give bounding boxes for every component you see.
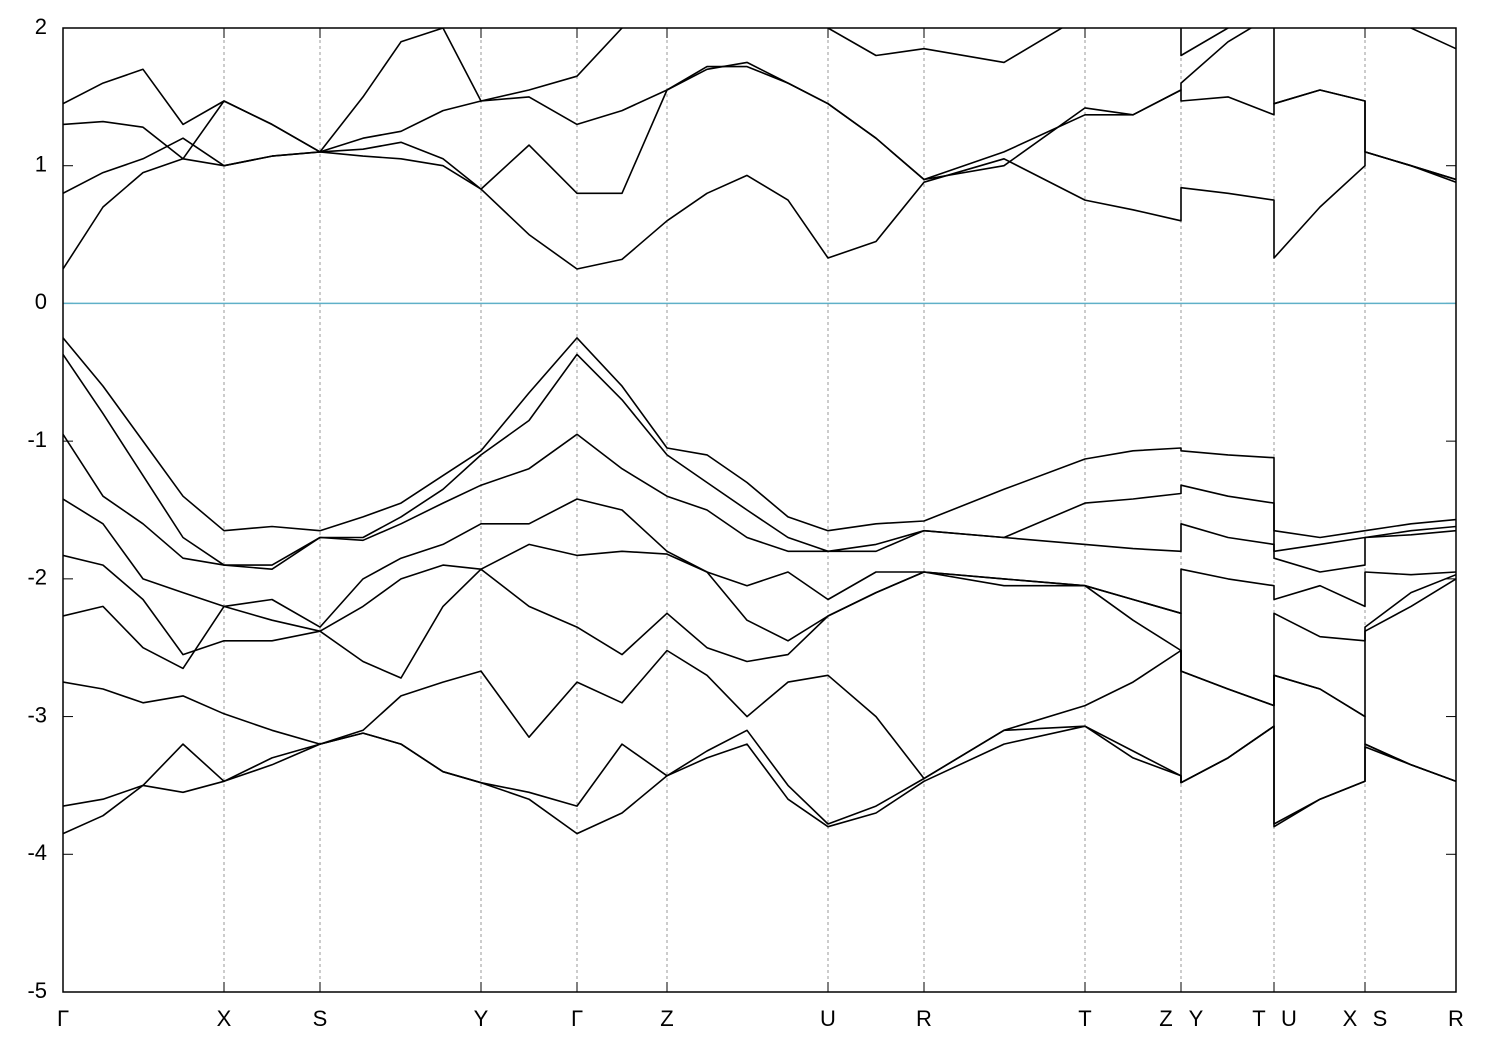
x-tick-label: X [217,1006,232,1031]
band-line [63,151,1456,270]
band-line [63,337,1456,539]
band-line [63,28,1456,153]
x-tick-label: S [313,1006,328,1031]
x-tick-label: U [820,1006,836,1031]
bands [63,28,1456,835]
y-tick-label: -4 [27,840,47,865]
x-tick-label: Y [1189,1006,1204,1031]
x-tick-label: T [1078,1006,1091,1031]
x-tick-label: X [1343,1006,1358,1031]
band-line [63,543,1456,707]
y-tick-label: 0 [35,289,47,314]
y-tick-label: -5 [27,978,47,1003]
x-tick-label: U [1281,1006,1297,1031]
x-tick-label: Γ [571,1006,583,1031]
band-line [63,649,1456,784]
band-line [63,498,1456,628]
y-tick-label: -2 [27,565,47,590]
x-tick-label: Z [660,1006,673,1031]
y-tick-label: -3 [27,702,47,727]
x-tick-label: Z [1159,1006,1172,1031]
band-line [63,725,1456,825]
plot-frame [62,27,1457,993]
y-tick-label: -1 [27,427,47,452]
x-tick-label: Γ [57,1006,69,1031]
band-line [63,433,1456,573]
band-line [63,725,1456,835]
grid [62,27,1457,993]
x-tick-label: S [1373,1006,1388,1031]
x-tick-label: Y [474,1006,489,1031]
y-tick-label: 1 [35,152,47,177]
x-tick-label: R [1448,1006,1464,1031]
band-line [63,65,1456,195]
x-tick-label: R [916,1006,932,1031]
band-line [63,28,1456,181]
band-line [63,353,1456,566]
y-tick-label: 2 [35,14,47,39]
x-tick-label: T [1252,1006,1265,1031]
